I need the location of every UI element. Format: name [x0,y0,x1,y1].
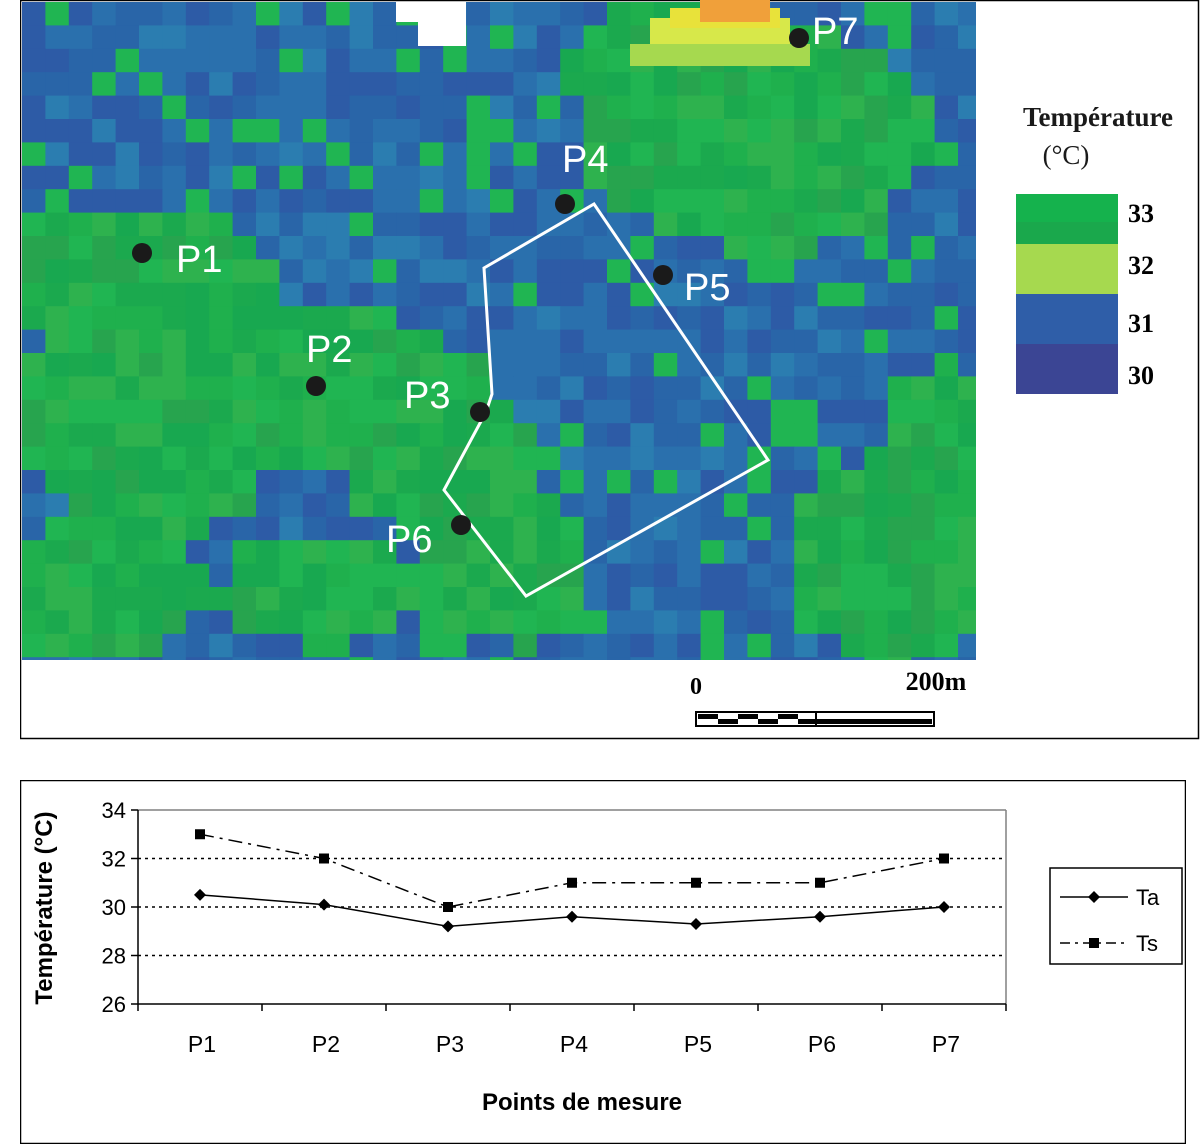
point-ts-p2 [319,853,329,864]
legend-label-ts: Ts [1136,931,1158,956]
measure-point-marker [470,402,490,422]
legend-label-ta: Ta [1136,885,1160,910]
scale-end-label: 200m [906,667,967,696]
temperature-line-chart: 26 28 30 32 34 P1 P2 P3 P4 P5 P6 P7 Température (°… [20,780,1186,1144]
measure-point-label: P2 [306,329,352,371]
x-tick-label: P7 [932,1031,960,1057]
measure-point-label: P6 [386,519,432,561]
legend-swatches: 33 32 31 30 [1016,194,1154,394]
x-tick-label: P3 [436,1031,464,1057]
measure-point-label: P5 [684,267,730,309]
legend-title: Température [1023,102,1173,132]
study-zone-outline [442,202,771,598]
y-axis-label: Température (°C) [31,811,58,1004]
point-ta-p1 [194,888,206,901]
measure-point-p4: P4 [555,139,608,214]
chart-series [194,829,950,933]
x-tick-label: P2 [312,1031,340,1057]
point-ta-p5 [690,917,702,930]
point-ts-p4 [567,877,577,888]
chart-axes [131,809,1007,1011]
measure-point-p1: P1 [132,239,222,281]
measure-point-p7: P7 [789,11,858,53]
x-tick-label: P4 [560,1031,588,1057]
point-ta-p6 [814,910,826,923]
y-tick-label: 34 [102,798,126,823]
measure-point-marker [306,376,326,396]
measure-point-marker [789,28,809,48]
legend-label-31: 31 [1128,309,1154,338]
point-ta-p3 [442,920,454,933]
chart-legend: Ta Ts [1049,867,1183,965]
scale-start-label: 0 [690,674,702,700]
y-tick-label: 28 [102,944,126,969]
thermal-raster-map [22,0,976,660]
legend-label-30: 30 [1128,361,1154,390]
legend-label-33: 33 [1128,199,1154,228]
measure-point-marker [653,265,673,285]
legend-label-32: 32 [1128,251,1154,280]
scale-bar [695,711,935,727]
point-ta-p2 [318,898,330,911]
y-tick-label: 26 [102,992,126,1017]
legend-swatch-32 [1016,244,1118,294]
y-tick-label: 30 [102,895,126,920]
measure-point-marker [555,194,575,214]
point-ts-p7 [939,853,949,864]
measure-point-label: P7 [812,11,858,53]
point-ta-p4 [566,910,578,923]
thermal-map-panel: P1 P2 P3 P4 P5 P6 P7 Température (°C) 33 32 31 30… [20,0,1200,740]
measure-point-p6: P6 [386,515,471,561]
measure-point-p3: P3 [404,375,490,422]
point-ta-p7 [938,901,950,913]
measure-point-p5: P5 [653,265,730,309]
legend-swatch-31 [1016,294,1118,344]
measure-point-label: P1 [176,239,222,281]
x-tick-label: P1 [188,1031,216,1057]
x-tick-label: P5 [684,1031,712,1057]
measure-point-marker [132,243,152,263]
point-ts-p1 [195,829,205,840]
chart-gridlines [138,857,1006,957]
measure-point-marker [451,515,471,535]
measure-point-p2: P2 [306,329,352,396]
x-axis-label: Points de mesure [482,1089,682,1116]
y-tick-label: 32 [102,847,126,872]
y-tick-labels: 26 28 30 32 34 [102,798,126,1017]
legend-unit: (°C) [1043,140,1090,170]
measure-point-label: P3 [404,375,450,417]
x-tick-label: P6 [808,1031,836,1057]
point-ts-p6 [815,877,825,888]
measure-point-label: P4 [562,139,608,181]
x-tick-labels: P1 P2 P3 P4 P5 P6 P7 [188,1031,960,1057]
point-ts-p3 [443,902,453,912]
point-ts-p5 [691,877,701,888]
